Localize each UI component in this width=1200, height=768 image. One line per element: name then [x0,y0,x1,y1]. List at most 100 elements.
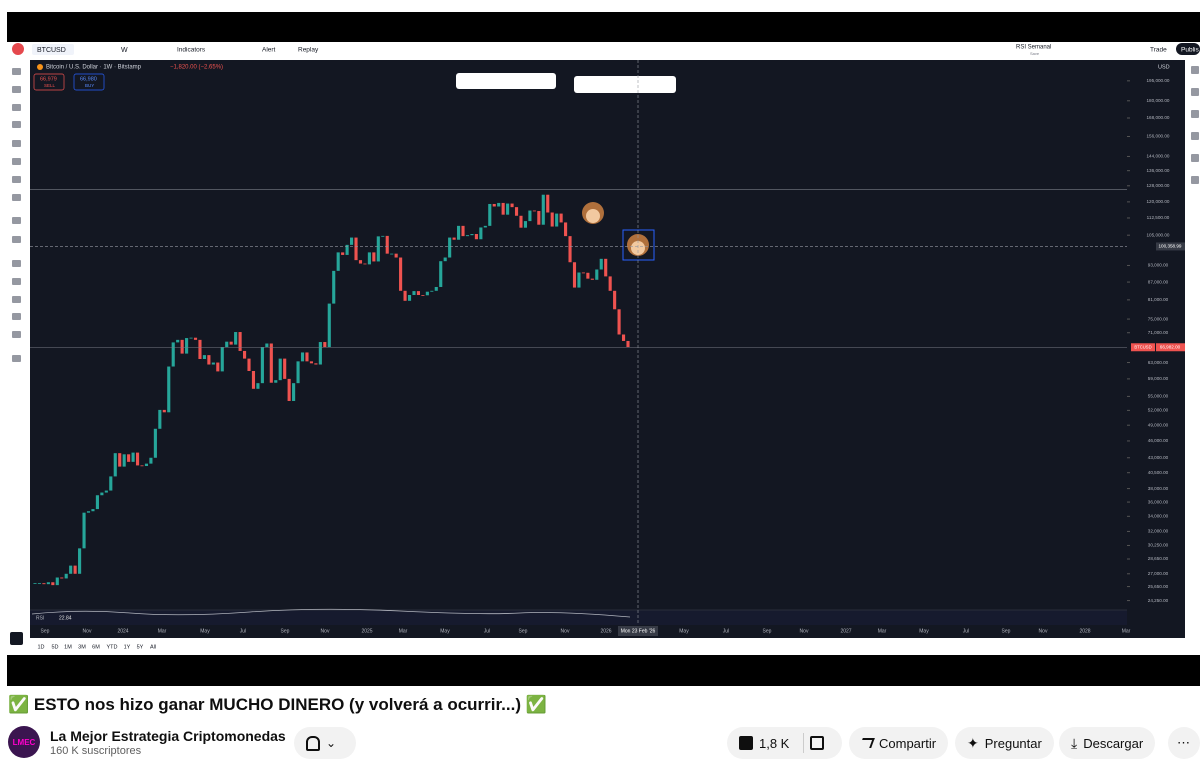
trade-button[interactable]: Trade [1150,47,1167,54]
tool-icon[interactable] [12,278,21,285]
channel-name[interactable]: La Mejor Estrategia Criptomonedas [50,728,286,744]
side-icon[interactable] [1191,110,1199,118]
tool-icon[interactable] [12,86,21,93]
time-axis [30,625,1185,638]
range-button[interactable]: 1Y [124,644,131,650]
tool-icon[interactable] [12,260,21,267]
range-button[interactable]: 5D [51,644,58,650]
candle [278,358,282,381]
tool-icon[interactable] [12,176,21,183]
sell-box[interactable] [33,73,65,91]
symbol-box[interactable] [32,44,74,55]
buy-price[interactable]: 66,980 [80,76,97,82]
x-tick-label: Sep [41,628,50,634]
tool-icon[interactable] [12,68,21,75]
candle [242,350,247,359]
side-icon[interactable] [1191,66,1199,74]
share-button[interactable]: Compartir [849,727,949,759]
buy-label[interactable]: BUY [85,83,94,88]
x-tick-label: Sep [763,628,772,634]
candle [247,358,251,371]
candle [73,565,77,574]
crosshair-price-box [1156,242,1185,251]
y-tick-label: 136,000.00 [1147,168,1170,173]
side-icon[interactable] [1191,154,1199,162]
range-button[interactable]: 1M [64,644,72,650]
channel-avatar[interactable]: LMEC [8,726,40,758]
y-tick-label: 63,000.00 [1148,360,1169,365]
publish-label[interactable]: Publis [1181,47,1199,54]
side-icon[interactable] [1191,132,1199,140]
alert-button[interactable]: Alert [262,47,276,54]
candle [234,332,238,345]
tool-icon[interactable] [12,194,21,201]
like-button[interactable]: 1,8 K [727,727,842,759]
favorites-icon[interactable] [10,632,23,645]
candle [131,452,135,462]
candle [100,492,104,496]
side-icon[interactable] [1191,88,1199,96]
candle [465,235,470,237]
tool-icon[interactable] [12,121,21,128]
candle [474,233,478,240]
download-button[interactable]: ⤓ Descargar [1059,727,1156,759]
publish-button[interactable] [1176,43,1200,55]
drawing-toolbar[interactable] [456,73,556,89]
x-tick-label: Jul [484,628,490,634]
sell-price[interactable]: 66,979 [40,76,57,82]
range-button[interactable]: All [150,644,156,650]
candle [510,203,514,208]
sticker[interactable] [582,202,604,224]
candle [421,295,425,296]
tv-logo[interactable] [12,43,24,55]
selection-box[interactable] [622,229,655,261]
side-icon[interactable] [1191,176,1199,184]
tool-icon[interactable] [12,331,21,338]
last-price-symbol: BTCUSD [1134,344,1151,349]
range-button[interactable]: 3M [78,644,86,650]
candle [608,276,612,291]
candle [443,257,447,262]
interval[interactable]: W [121,47,128,54]
tool-icon[interactable] [12,217,21,224]
range-button[interactable]: 1D [37,644,44,650]
ask-button[interactable]: ✦ Preguntar [955,727,1054,759]
tool-icon[interactable] [12,313,21,320]
tool-icon[interactable] [12,296,21,303]
candle [55,577,59,586]
symbol[interactable]: BTCUSD [37,47,66,54]
tool-icon[interactable] [12,104,21,111]
x-tick-label: 2027 [840,628,851,634]
x-tick-label: May [200,628,210,634]
sell-label[interactable]: SELL [44,83,56,88]
subscriber-count: 160 K suscriptores [50,745,142,757]
replay-button[interactable]: Replay [298,47,319,54]
range-button[interactable]: 6M [92,644,100,650]
candle [225,341,229,348]
tool-icon[interactable] [12,158,21,165]
range-button[interactable]: YTD [107,644,118,650]
candle [149,457,153,464]
more-button[interactable]: ⋯ [1168,727,1200,759]
candle [390,253,394,255]
layout-name[interactable]: RSI Semanal [1016,45,1051,51]
object-toolbar[interactable] [574,76,676,93]
tool-icon[interactable] [12,355,21,362]
range-button[interactable]: 5Y [137,644,144,650]
tool-icon[interactable] [12,236,21,243]
layout-save[interactable]: Save [1030,51,1040,56]
candle [122,454,126,467]
candle [501,202,505,215]
tool-icon[interactable] [12,140,21,147]
x-tick-label: Jul [240,628,246,634]
candle [595,269,599,280]
candle [140,465,144,467]
candle [95,495,99,510]
indicators-button[interactable]: Indicators [177,47,206,54]
candle [274,380,278,383]
y-tick-label: 36,000.00 [1148,499,1169,504]
candle [385,235,389,254]
buy-box[interactable] [73,73,105,91]
candle [283,358,287,379]
subscribe-bell[interactable]: ⌄ [294,727,356,759]
